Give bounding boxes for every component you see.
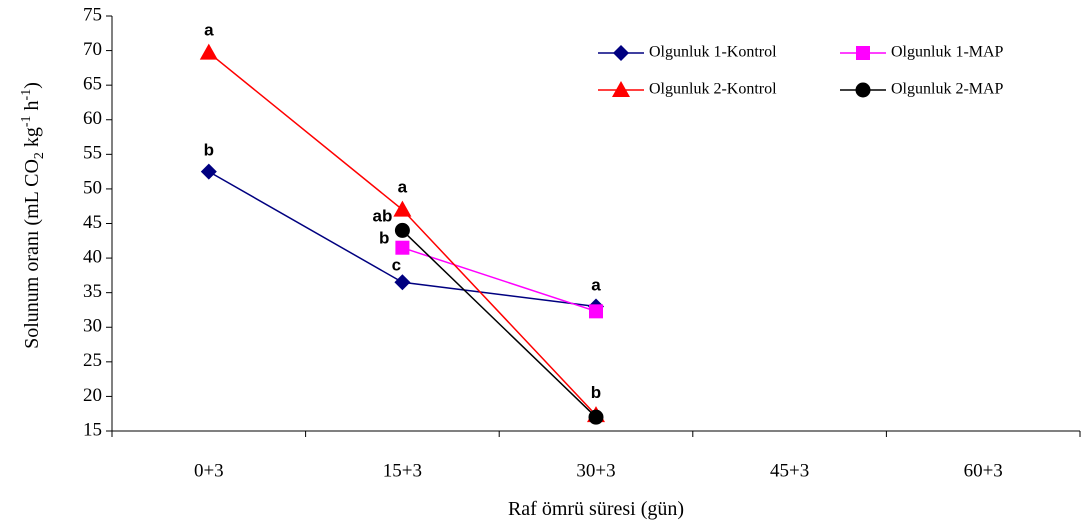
legend-label: Olgunluk 2-Kontrol — [649, 81, 777, 98]
data-point — [394, 222, 410, 238]
legend-label: Olgunluk 1-MAP — [891, 44, 1004, 61]
significance-label: a — [398, 178, 408, 197]
y-axis-title-main: Solunum oranı (mL CO — [21, 159, 43, 349]
legend-label: Olgunluk 2-MAP — [891, 81, 1004, 98]
y-tick-label: 30 — [83, 316, 102, 337]
data-point — [588, 409, 604, 425]
legend-item-1: Olgunluk 1-Kontrol — [598, 44, 777, 61]
x-tick-label: 60+3 — [964, 460, 1003, 481]
legend-marker — [612, 81, 630, 97]
x-tick-label: 0+3 — [194, 460, 224, 481]
y-axis-title-end: ) — [21, 82, 43, 89]
y-tick-label: 60 — [83, 108, 102, 129]
y-tick-label: 75 — [83, 4, 102, 25]
series-2 — [395, 240, 603, 319]
data-point — [395, 240, 410, 255]
legend-item-2: Olgunluk 1-MAP — [840, 44, 1004, 61]
data-point — [199, 43, 218, 60]
y-axis-title: Solunum oranı (mL CO2 kg-1 h-1) — [19, 82, 47, 349]
series-layer — [199, 43, 605, 425]
significance-label: a — [204, 21, 214, 40]
series-line — [401, 229, 597, 418]
legend-label: Olgunluk 1-Kontrol — [649, 44, 777, 61]
y-axis-title-mid: kg — [21, 127, 43, 152]
y-tick-label: 40 — [83, 246, 102, 267]
x-tick-label: 45+3 — [770, 460, 809, 481]
y-tick-label: 55 — [83, 143, 102, 164]
significance-label: b — [379, 229, 389, 248]
legend-marker — [613, 45, 629, 61]
significance-label: c — [392, 255, 401, 274]
significance-label: a — [591, 276, 601, 295]
y-tick-label: 20 — [83, 385, 102, 406]
data-point — [589, 304, 603, 319]
y-axis-title-sup2: -1 — [19, 89, 34, 101]
legend-marker — [856, 46, 870, 60]
series-line — [402, 246, 597, 313]
legend-item-3: Olgunluk 2-Kontrol — [598, 81, 777, 98]
axes: 15 20 25 30 35 40 45 50 55 60 65 70 75 0+3 15+3 30+3 45+… — [83, 4, 1081, 481]
x-axis-title: Raf ömrü süresi (gün) — [508, 498, 684, 520]
y-tick-label: 50 — [83, 177, 102, 198]
legend: Olgunluk 1-Kontrol Olgunluk 1-MAP Olgunluk… — [598, 44, 1004, 98]
data-point — [394, 274, 411, 291]
y-axis-title-mid2: h — [21, 100, 43, 115]
x-tick-label: 30+3 — [576, 460, 615, 481]
y-tick-label: 45 — [83, 212, 102, 233]
series-4 — [394, 222, 604, 425]
y-axis-title-sub: 2 — [32, 152, 47, 159]
y-axis-title-sup1: -1 — [19, 115, 34, 127]
significance-label: ab — [373, 206, 393, 225]
data-point — [200, 163, 217, 180]
data-point — [393, 200, 412, 217]
y-tick-label: 70 — [83, 39, 102, 60]
significance-label: b — [591, 383, 601, 402]
legend-item-4: Olgunluk 2-MAP — [840, 81, 1004, 98]
y-tick-label: 65 — [83, 74, 102, 95]
y-tick-label: 35 — [83, 281, 102, 302]
x-tick-label: 15+3 — [383, 460, 422, 481]
y-tick-label: 25 — [83, 350, 102, 371]
y-tick-label: 15 — [83, 419, 102, 440]
significance-label: b — [204, 141, 214, 160]
legend-marker — [855, 82, 871, 98]
